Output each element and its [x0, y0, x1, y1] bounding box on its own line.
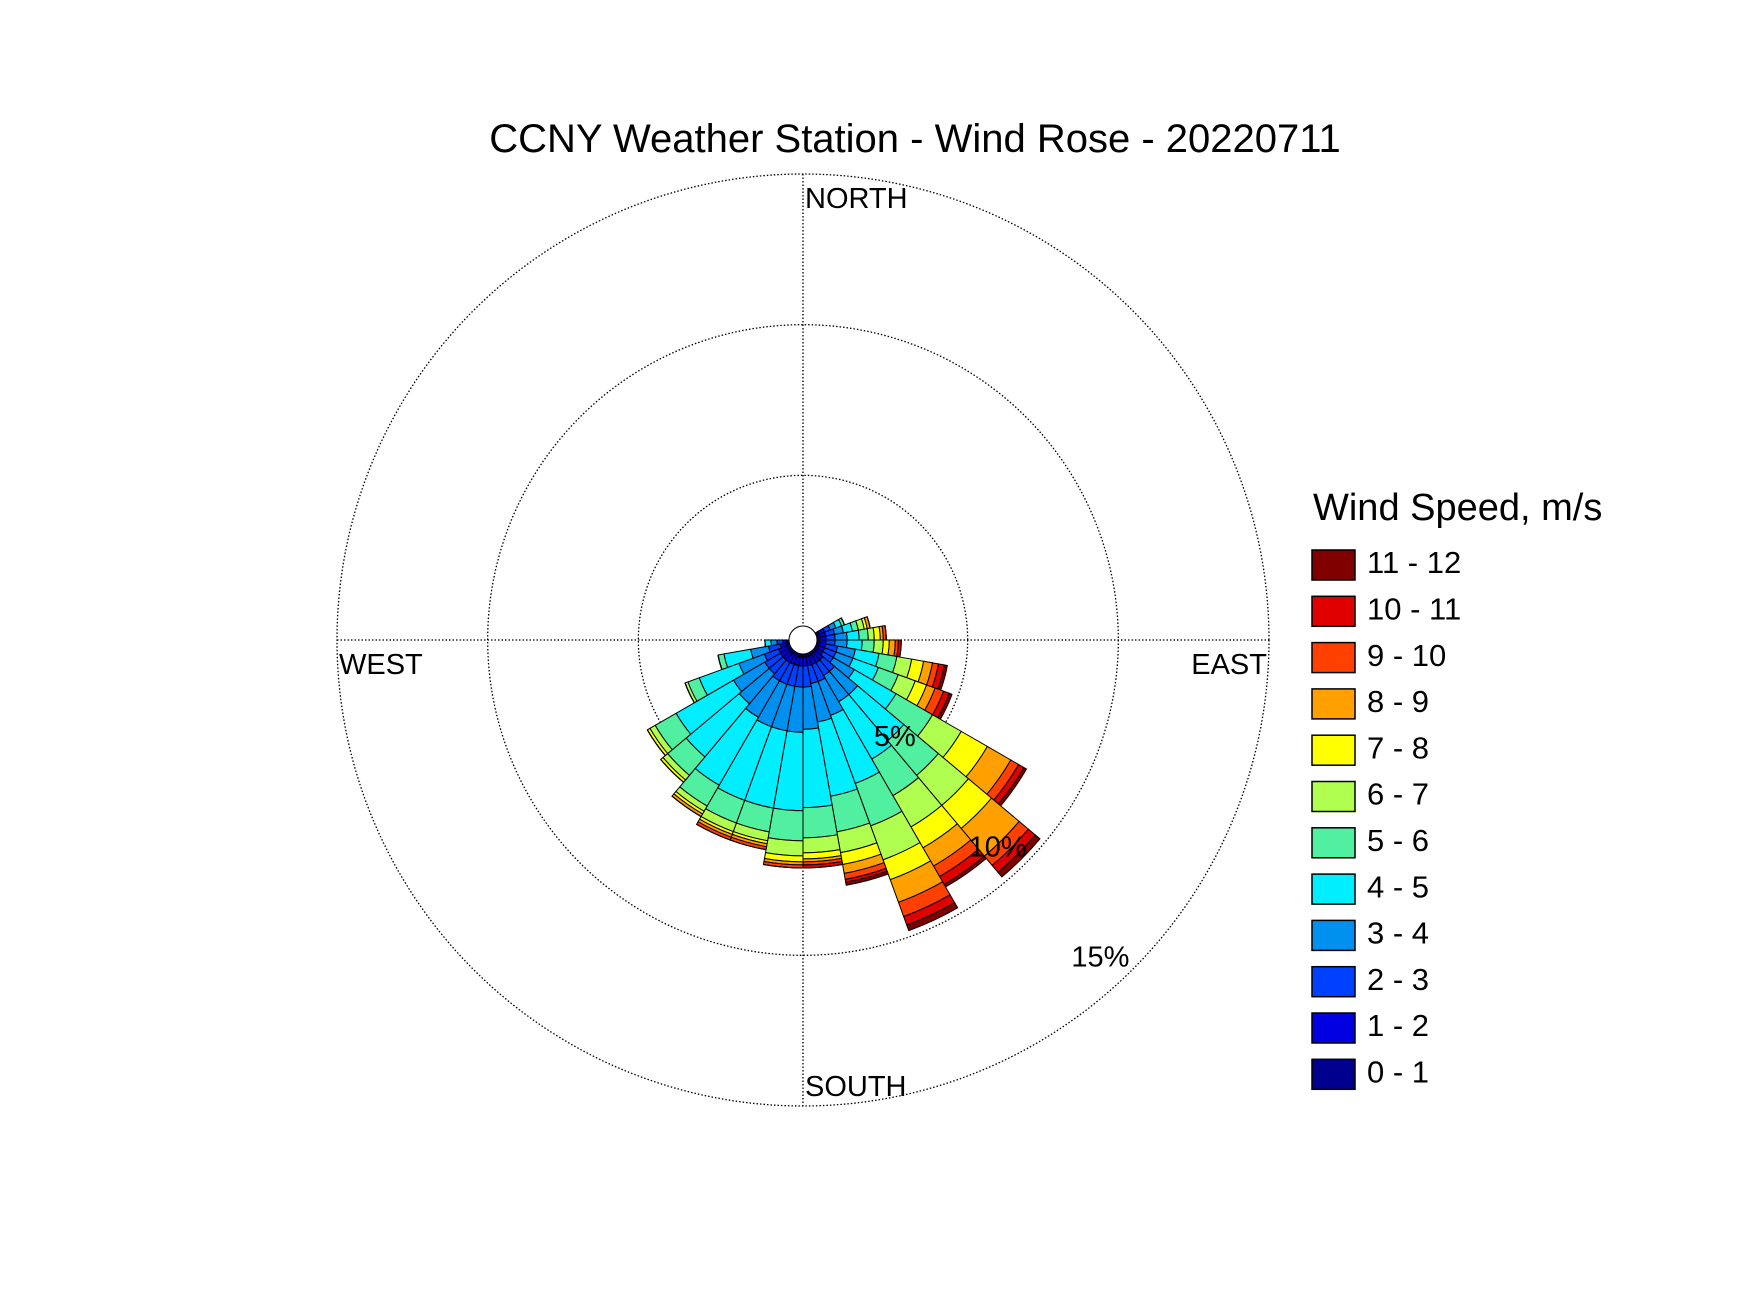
legend-swatch [1311, 688, 1356, 720]
direction-label: NORTH [805, 183, 908, 215]
wedge-segment [671, 795, 702, 817]
legend-swatch [1311, 641, 1356, 674]
legend-label: 1 - 2 [1367, 1008, 1429, 1043]
r-tick-label: 5% [874, 721, 916, 753]
legend-label: 2 - 3 [1367, 962, 1429, 997]
legend-label: 5 - 6 [1367, 823, 1429, 858]
wedge-segment [646, 729, 666, 756]
legend-swatch [1311, 1012, 1356, 1044]
chart-title: CCNY Weather Station - Wind Rose - 20220… [489, 117, 1341, 161]
wedge-segment [872, 639, 884, 655]
legend-label: 8 - 9 [1367, 684, 1429, 719]
legend-swatch [1311, 965, 1356, 998]
wedge-segment [845, 870, 889, 886]
wedge-segment [819, 635, 827, 641]
direction-label: EAST [1191, 649, 1267, 681]
direction-label: WEST [339, 649, 423, 681]
wedge-segment [770, 639, 778, 647]
legend-swatch [1311, 595, 1356, 628]
wedge-segment [997, 834, 1041, 878]
wedge-segment [906, 901, 959, 932]
r-tick-label: 10% [969, 831, 1027, 863]
center-hole [788, 625, 818, 655]
legend-label: 9 - 10 [1367, 638, 1446, 673]
wedge-segment [857, 628, 869, 641]
wedge-segment [660, 759, 684, 783]
legend-label: 4 - 5 [1367, 869, 1429, 904]
legend-label: 3 - 4 [1367, 916, 1429, 951]
wedge-segment [764, 639, 772, 648]
legend-swatch [1311, 827, 1356, 859]
legend-swatch [1311, 1058, 1356, 1091]
wedge-segment [764, 639, 766, 647]
legend-label: 7 - 8 [1367, 730, 1429, 765]
direction-label: SOUTH [805, 1071, 907, 1103]
wedge-segment [767, 807, 804, 842]
wedge-segment [845, 629, 860, 641]
legend-label: 10 - 11 [1367, 591, 1461, 626]
r-tick-label: 15% [1071, 942, 1129, 974]
wedge-segment [776, 639, 784, 646]
legend-swatch [1311, 919, 1356, 952]
legend-label: 11 - 12 [1367, 545, 1461, 580]
legend-title: Wind Speed, m/s [1313, 487, 1602, 529]
wedge-segment [802, 804, 838, 839]
legend-swatch [1311, 549, 1356, 581]
legend-swatch [1311, 873, 1356, 905]
legend-label: 0 - 1 [1367, 1054, 1429, 1089]
legend-label: 6 - 7 [1367, 777, 1429, 812]
legend-swatch [1311, 780, 1356, 813]
wedge-segment [825, 633, 836, 641]
legend-swatch [1311, 734, 1356, 766]
